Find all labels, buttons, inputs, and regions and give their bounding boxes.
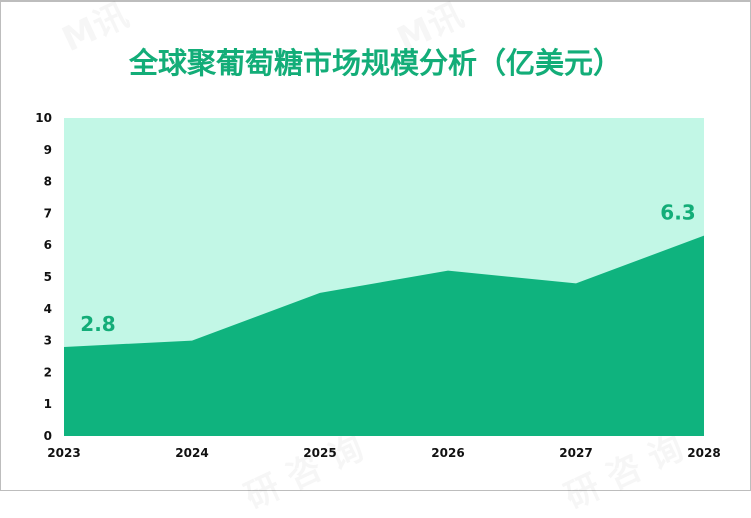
y-tick-label: 1 (44, 397, 52, 411)
y-tick-label: 7 (44, 206, 52, 220)
x-axis: 2023 2024 2025 2026 2027 2028 (47, 446, 720, 460)
y-tick-label: 3 (44, 334, 52, 348)
chart-title: 全球聚葡萄糖市场规模分析（亿美元） (128, 46, 622, 80)
x-tick-label: 2028 (687, 446, 720, 460)
x-tick-label: 2023 (47, 446, 80, 460)
x-tick-label: 2025 (303, 446, 336, 460)
x-tick-label: 2024 (175, 446, 208, 460)
y-tick-label: 0 (44, 429, 52, 443)
x-tick-label: 2027 (559, 446, 592, 460)
y-tick-label: 4 (44, 302, 52, 316)
data-label: 6.3 (660, 201, 695, 225)
y-tick-label: 10 (35, 111, 52, 125)
y-tick-label: 9 (44, 143, 52, 157)
y-tick-label: 8 (44, 175, 52, 189)
y-tick-label: 5 (44, 270, 52, 284)
area-chart: 0 1 2 3 4 5 6 7 8 9 10 2023 2024 2025 2026 2027 2028 2.… (35, 111, 720, 460)
data-labels: 2.8 6.3 (80, 201, 695, 336)
data-label: 2.8 (80, 312, 115, 336)
area-series (64, 235, 704, 436)
y-tick-label: 6 (44, 238, 52, 252)
y-axis: 0 1 2 3 4 5 6 7 8 9 10 (35, 111, 52, 443)
y-tick-label: 2 (44, 365, 52, 379)
x-tick-label: 2026 (431, 446, 464, 460)
